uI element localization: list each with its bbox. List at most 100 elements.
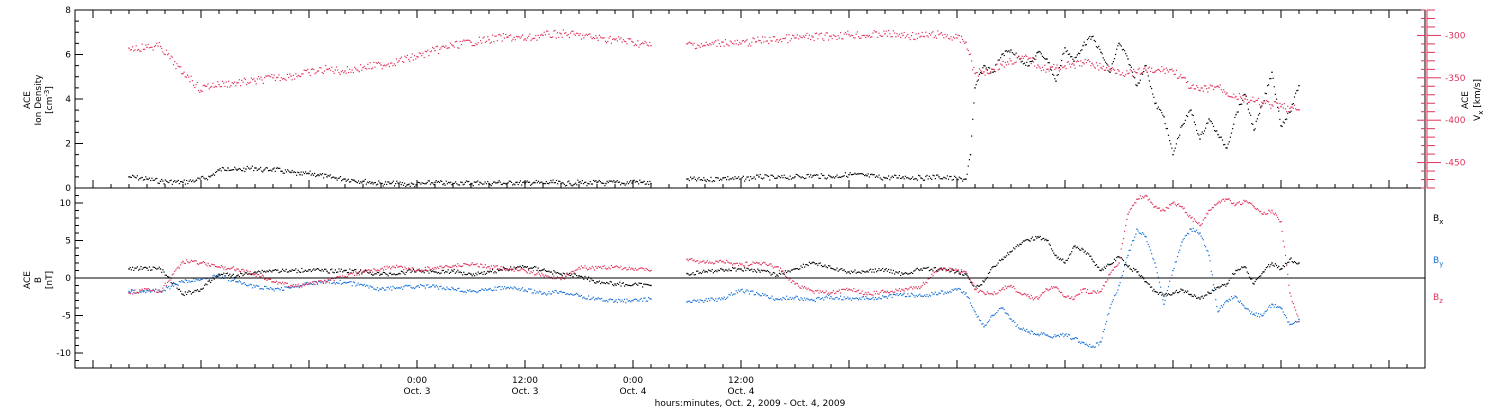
vx-series-sample <box>865 37 866 38</box>
ion-density-series-sample <box>1150 86 1151 87</box>
bx-series-sample <box>802 267 803 268</box>
bx-series-sample <box>188 290 189 291</box>
ion-density-series-sample <box>413 184 414 185</box>
vx-series-sample <box>996 64 997 65</box>
bz-series-sample <box>175 269 176 270</box>
vx-series-sample <box>312 68 313 69</box>
vx-series-sample <box>1282 104 1283 105</box>
vx-series-sample <box>1036 67 1037 68</box>
ion-density-series-sample <box>161 179 162 180</box>
vx-series-sample <box>1183 77 1184 78</box>
by-series-point <box>272 289 273 290</box>
vx-series-sample <box>1027 59 1028 60</box>
by-series-point <box>902 294 903 295</box>
bx-series <box>128 236 1299 300</box>
vx-series-point <box>1001 64 1002 65</box>
ion-density-series-sample <box>730 178 731 179</box>
ion-density-series-sample <box>239 168 240 169</box>
bx-series-sample <box>823 266 824 267</box>
bz-series-sample <box>349 273 350 274</box>
bz-series-sample <box>293 284 294 285</box>
ion-density-series-sample <box>798 175 799 176</box>
bx-series-sample <box>934 267 935 268</box>
vx-series-sample <box>1004 66 1005 67</box>
ion-density-series-sample <box>450 182 451 183</box>
ion-density-series-sample <box>316 175 317 176</box>
vx-series-sample <box>986 69 987 70</box>
bz-series-point <box>884 291 885 292</box>
by-series-sample <box>605 301 606 302</box>
by-series-sample <box>1224 302 1225 303</box>
vx-series-sample <box>845 32 846 33</box>
vx-series-sample <box>438 53 439 54</box>
bx-series-sample <box>138 270 139 271</box>
bz-series-sample <box>940 269 941 270</box>
bx-series-sample <box>197 289 198 290</box>
bz-series-sample <box>199 263 200 264</box>
ion-density-series-sample <box>557 183 558 184</box>
ion-density-series-sample <box>275 171 276 172</box>
bx-series-sample <box>895 271 896 272</box>
bz-series-sample <box>821 292 822 293</box>
ion-density-series-sample <box>442 184 443 185</box>
ion-density-series-point <box>1010 49 1011 50</box>
ion-density-series-point <box>452 183 453 184</box>
ion-density-series-sample <box>514 184 515 185</box>
vx-series-sample <box>941 32 942 33</box>
bx-series-sample <box>688 273 689 274</box>
by-series-sample <box>963 291 964 292</box>
by-series-sample <box>1007 313 1008 314</box>
ion-density-series-point <box>434 182 435 183</box>
by-series-sample <box>464 291 465 292</box>
ion-density-series-sample <box>1120 44 1121 45</box>
ion-density-series-sample <box>568 180 569 181</box>
ion-density-series-sample <box>285 169 286 170</box>
bz-series-point <box>200 262 201 263</box>
by-series-sample <box>716 301 717 302</box>
vx-series-sample <box>1069 63 1070 64</box>
by-series-sample <box>304 284 305 285</box>
bz-series-sample <box>167 282 168 283</box>
vx-series-sample <box>232 82 233 83</box>
bx-series-sample <box>566 273 567 274</box>
bz-series-sample <box>853 288 854 289</box>
vx-series-sample <box>350 72 351 73</box>
bz-series-sample <box>788 280 789 281</box>
vx-series-sample <box>1007 61 1008 62</box>
by-series-sample <box>443 287 444 288</box>
vx-series-sample <box>376 62 377 63</box>
ion-density-series-sample <box>738 176 739 177</box>
ion-density-series-sample <box>692 178 693 179</box>
vx-series-sample <box>757 36 758 37</box>
ion-density-series-point <box>227 167 228 168</box>
ion-density-series-sample <box>382 183 383 184</box>
by-series-sample <box>834 299 835 300</box>
by-series-sample <box>1210 260 1211 261</box>
vx-series-sample <box>188 77 189 78</box>
ion-density-series-sample <box>1189 110 1190 111</box>
by-series-sample <box>1157 272 1158 273</box>
bz-series-sample <box>828 292 829 293</box>
ion-density-series-sample <box>523 182 524 183</box>
by-series-sample <box>385 289 386 290</box>
ion-density-series-sample <box>779 176 780 177</box>
bx-series-sample <box>788 270 789 271</box>
by-series-sample <box>1022 329 1023 330</box>
bx-series-sample <box>403 273 404 274</box>
by-series-sample <box>649 298 650 299</box>
bx-series-sample <box>592 280 593 281</box>
bx-series-sample <box>240 273 241 274</box>
vx-series-sample <box>1051 67 1052 68</box>
bx-series-sample <box>954 272 955 273</box>
by-series-sample <box>575 294 576 295</box>
bz-series-sample <box>991 293 992 294</box>
ion-density-series-sample <box>553 179 554 180</box>
bx-series-sample <box>547 271 548 272</box>
vx-series-sample <box>1248 102 1249 103</box>
by-series-sample <box>959 288 960 289</box>
bx-series-sample <box>1260 275 1261 276</box>
ion-density-series-sample <box>952 179 953 180</box>
bx-series-point <box>542 269 543 270</box>
ion-density-series-sample <box>1269 78 1270 79</box>
bx-series-sample <box>144 267 145 268</box>
